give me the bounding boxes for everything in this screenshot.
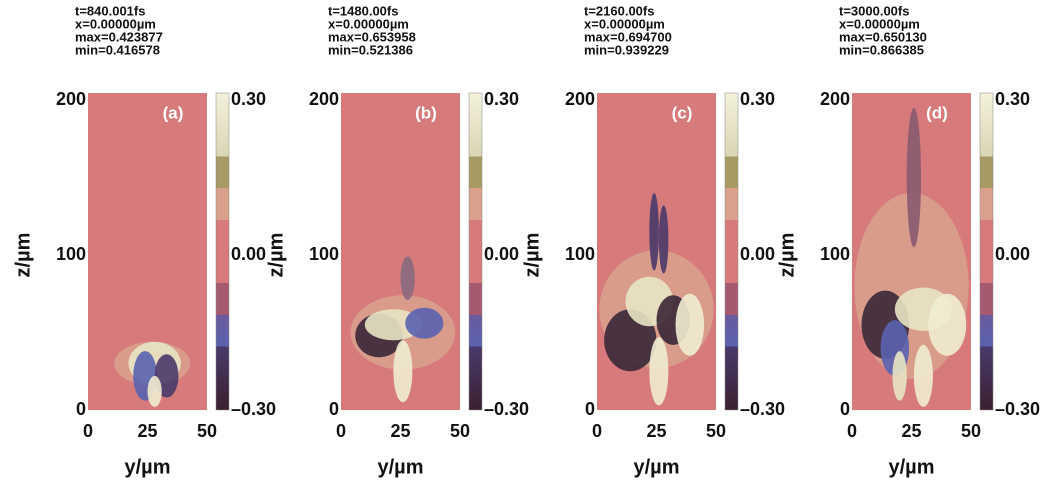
x-tick-label: 0 (336, 421, 346, 441)
field-feature (928, 294, 966, 356)
y-tick-label: 0 (585, 399, 595, 419)
colorbar-tick-label: –0.30 (740, 399, 785, 419)
y-axis-label: z/µm (12, 233, 34, 278)
field-feature (659, 205, 669, 273)
colorbar (469, 93, 482, 410)
colorbar-tick-label: –0.30 (995, 399, 1040, 419)
field-feature (914, 345, 933, 407)
y-tick-label: 100 (56, 244, 86, 264)
info-text: min=0.416578 (75, 42, 160, 57)
colorbar (980, 93, 993, 410)
x-tick-label: 50 (197, 421, 217, 441)
info-text: min=0.866385 (839, 42, 924, 57)
colorbar-tick-label: 0.30 (484, 89, 519, 109)
y-tick-label: 100 (565, 244, 595, 264)
field-feature (649, 337, 668, 405)
field-feature (405, 308, 443, 339)
y-tick-label: 0 (76, 399, 86, 419)
x-tick-label: 0 (847, 421, 857, 441)
field-feature (393, 340, 412, 402)
panel-label: (a) (163, 103, 184, 122)
colorbar-tick-label: 0.00 (740, 244, 775, 264)
colorbar (725, 93, 738, 410)
x-tick-label: 0 (83, 421, 93, 441)
x-tick-label: 50 (706, 421, 726, 441)
x-tick-label: 25 (901, 421, 921, 441)
x-tick-label: 25 (646, 421, 666, 441)
field-feature (401, 257, 415, 300)
colorbar-tick-label: 0.00 (484, 244, 519, 264)
field-feature (148, 376, 162, 407)
colorbar-tick-label: –0.30 (231, 399, 276, 419)
field-feature (676, 294, 705, 356)
y-tick-label: 200 (56, 89, 86, 109)
x-tick-label: 50 (961, 421, 981, 441)
field-feature (907, 108, 921, 248)
info-text: min=0.521386 (328, 42, 413, 57)
x-tick-label: 0 (592, 421, 602, 441)
x-axis-label: y/µm (634, 456, 680, 478)
panel-label: (b) (415, 103, 437, 122)
figure: t=840.001fsx=0.00000µmmax=0.423877min=0.… (0, 0, 1051, 484)
y-axis-label: z/µm (776, 233, 798, 278)
y-tick-label: 200 (820, 89, 850, 109)
y-tick-label: 100 (309, 244, 339, 264)
x-axis-label: y/µm (889, 456, 935, 478)
y-tick-label: 200 (309, 89, 339, 109)
y-tick-label: 0 (329, 399, 339, 419)
field-feature (649, 193, 659, 271)
colorbar-tick-label: 0.30 (995, 89, 1030, 109)
panel-label: (d) (926, 103, 948, 122)
colorbar (216, 93, 229, 410)
colorbar-tick-label: –0.30 (484, 399, 529, 419)
info-text: min=0.939229 (584, 42, 669, 57)
colorbar-tick-label: 0.30 (740, 89, 775, 109)
colorbar-tick-label: 0.00 (231, 244, 266, 264)
y-tick-label: 0 (840, 399, 850, 419)
y-tick-label: 100 (820, 244, 850, 264)
colorbar-tick-label: 0.30 (231, 89, 266, 109)
x-tick-label: 25 (390, 421, 410, 441)
colorbar-tick-label: 0.00 (995, 244, 1030, 264)
x-axis-label: y/µm (125, 456, 171, 478)
field-feature (892, 351, 906, 401)
x-axis-label: y/µm (378, 456, 424, 478)
panel-label: (c) (672, 103, 693, 122)
x-tick-label: 50 (450, 421, 470, 441)
y-axis-label: z/µm (265, 233, 287, 278)
x-tick-label: 25 (137, 421, 157, 441)
y-axis-label: z/µm (521, 233, 543, 278)
y-tick-label: 200 (565, 89, 595, 109)
